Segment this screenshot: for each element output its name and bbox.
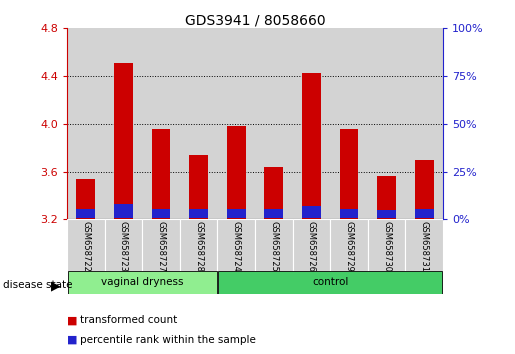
Bar [415,160,434,219]
Bar [339,209,358,218]
Bar [142,219,180,271]
Bar [255,219,293,271]
Bar [405,28,443,219]
Bar [189,155,208,219]
Text: GSM658726: GSM658726 [307,221,316,272]
Bar [293,28,330,219]
Bar [67,271,217,294]
Bar [180,28,217,219]
Bar [227,126,246,219]
Bar [67,219,105,271]
Bar [217,219,255,271]
Bar [264,209,283,218]
Bar [293,219,330,271]
Bar [114,63,133,219]
Bar [151,129,170,219]
Text: percentile rank within the sample: percentile rank within the sample [80,335,256,345]
Bar [264,167,283,219]
Text: GSM658728: GSM658728 [194,221,203,272]
Text: GSM658729: GSM658729 [345,221,353,272]
Bar [217,28,255,219]
Bar [180,219,217,271]
Bar [405,219,443,271]
Bar [377,210,396,218]
Bar [142,28,180,219]
Bar [76,209,95,218]
Bar [218,271,442,294]
Bar [76,179,95,219]
Bar [105,28,142,219]
Bar [368,219,405,271]
Bar [151,209,170,218]
Bar [227,209,246,218]
Bar [114,204,133,218]
Bar [330,28,368,219]
Title: GDS3941 / 8058660: GDS3941 / 8058660 [184,13,325,27]
Bar [415,209,434,218]
Text: GSM658722: GSM658722 [81,221,90,272]
Bar [67,28,105,219]
Bar [368,28,405,219]
Text: disease state: disease state [3,280,72,290]
Bar [255,28,293,219]
Text: ■: ■ [67,335,77,345]
Text: ■: ■ [67,315,77,325]
Text: control: control [312,277,348,287]
Bar [339,129,358,219]
Text: GSM658723: GSM658723 [119,221,128,272]
Text: GSM658731: GSM658731 [420,221,428,272]
Bar [377,176,396,219]
Text: GSM658725: GSM658725 [269,221,278,272]
Bar [105,219,142,271]
Bar [330,219,368,271]
Text: GSM658724: GSM658724 [232,221,241,272]
Text: ▶: ▶ [50,280,60,292]
Text: vaginal dryness: vaginal dryness [101,277,183,287]
Text: GSM658730: GSM658730 [382,221,391,272]
Bar [302,206,321,218]
Bar [189,209,208,218]
Text: GSM658727: GSM658727 [157,221,165,272]
Bar [302,73,321,219]
Text: transformed count: transformed count [80,315,177,325]
